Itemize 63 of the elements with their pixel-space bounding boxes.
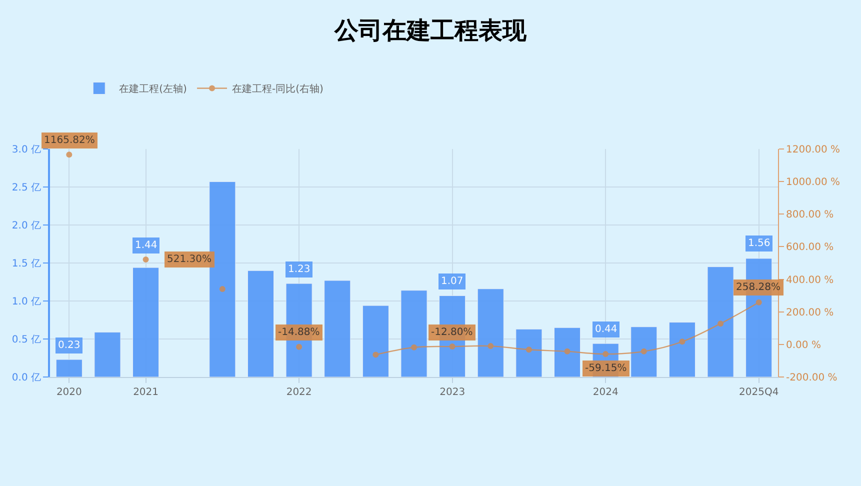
- point: [296, 344, 302, 350]
- data-label: -12.80%: [431, 327, 473, 338]
- data-label: 258.28%: [736, 282, 780, 293]
- y2-tick-label: 600.00 %: [786, 242, 834, 254]
- y-tick-label: 3.0 亿: [12, 144, 41, 156]
- y2-tick-label: 1000.00 %: [786, 177, 840, 188]
- y2-tick-label: -200.00 %: [786, 372, 838, 384]
- x-tick-label: 2025Q4: [738, 387, 779, 398]
- bar: [209, 181, 236, 377]
- point: [718, 320, 724, 327]
- data-label: 1.23: [288, 264, 310, 275]
- x-tick-label: 2023: [440, 387, 466, 398]
- bar: [630, 326, 658, 377]
- point: [372, 352, 379, 358]
- y2-tick-label: 200.00 %: [786, 307, 834, 318]
- y2-tick-label: 0.00 %: [786, 340, 821, 351]
- bar: [400, 290, 428, 377]
- point: [66, 152, 72, 158]
- point: [564, 348, 570, 354]
- legend-label: 在建工程-同比(右轴): [232, 83, 324, 96]
- point: [526, 346, 532, 353]
- data-label: -14.88%: [278, 327, 320, 338]
- y-tick-label: 1.5 亿: [12, 258, 41, 270]
- bar: [554, 327, 581, 377]
- y2-tick-label: 400.00 %: [786, 274, 834, 286]
- bar: [247, 270, 274, 377]
- x-tick-label: 2024: [592, 387, 618, 398]
- point: [679, 338, 686, 345]
- bar: [94, 332, 121, 377]
- data-label: 0.23: [58, 340, 80, 351]
- data-label: 0.44: [595, 324, 618, 335]
- point: [756, 299, 762, 306]
- y-tick-label: 2.5 亿: [12, 182, 41, 194]
- point: [142, 256, 149, 263]
- data-label: 1.44: [135, 240, 158, 251]
- y2-tick-label: 1200.00 %: [786, 144, 840, 156]
- bar: [477, 288, 504, 377]
- bar: [707, 266, 734, 377]
- y-tick-label: 1.0 亿: [12, 296, 41, 308]
- point: [219, 286, 226, 292]
- bar: [324, 280, 351, 377]
- bar: [668, 322, 696, 377]
- data-label: -59.15%: [585, 363, 627, 374]
- bar: [516, 328, 542, 377]
- x-tick-label: 2020: [56, 387, 82, 398]
- y-tick-label: 0.0 亿: [12, 372, 41, 384]
- point: [449, 344, 456, 350]
- legend-label: 在建工程(左轴): [119, 83, 188, 96]
- point: [488, 343, 494, 350]
- bar: [362, 305, 389, 377]
- bar: [56, 359, 82, 377]
- y-tick-label: 2.0 亿: [12, 220, 41, 232]
- data-label: 1.56: [748, 238, 770, 249]
- x-tick-label: 2021: [133, 387, 159, 398]
- y-tick-label: 0.5 亿: [12, 334, 41, 346]
- data-label: 1165.82%: [44, 135, 95, 146]
- x-tick-label: 2022: [286, 387, 312, 398]
- point: [602, 351, 609, 358]
- data-label: 1.07: [441, 276, 464, 287]
- data-label: 521.30%: [167, 254, 212, 265]
- y2-tick-label: 800.00 %: [786, 210, 834, 221]
- bar: [132, 267, 160, 377]
- chart-title: 公司在建工程表现: [334, 16, 528, 45]
